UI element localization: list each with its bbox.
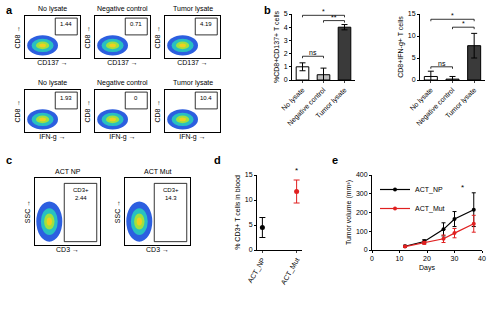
svg-text:Tumor lysate: Tumor lysate [173,5,213,13]
svg-text:ACT_NP: ACT_NP [415,186,443,194]
svg-text:Tumor lysate: Tumor lysate [314,86,348,120]
svg-text:e: e [332,154,338,166]
svg-text:*: * [451,12,454,19]
svg-text:No lysate: No lysate [38,5,67,13]
svg-text:100: 100 [356,228,368,235]
svg-text:4: 4 [284,24,288,31]
svg-text:No lysate: No lysate [38,79,67,87]
svg-text:CD8 →: CD8 → [14,100,21,123]
svg-text:40: 40 [478,255,486,262]
svg-text:CD8+IFN-g+ T cells: CD8+IFN-g+ T cells [397,16,405,78]
svg-text:CD137 →: CD137 → [177,59,208,66]
svg-text:*: * [295,166,298,175]
svg-text:IFN-g →: IFN-g → [179,133,205,141]
svg-text:ns: ns [438,60,446,67]
svg-text:CD137 →: CD137 → [37,59,68,66]
svg-text:SSC →: SSC → [114,200,121,223]
svg-text:CD3 →: CD3 → [146,246,169,253]
svg-text:0: 0 [370,255,374,262]
svg-text:CD3+2.44: CD3+2.44 [73,187,89,201]
svg-text:10: 10 [245,196,253,203]
svg-text:Days: Days [419,264,435,272]
svg-text:ACT NP: ACT NP [55,168,81,175]
svg-text:15: 15 [408,10,416,17]
svg-text:30: 30 [451,255,459,262]
svg-text:10: 10 [396,255,404,262]
svg-text:CD137 →: CD137 → [107,59,138,66]
svg-text:a: a [6,4,13,16]
svg-text:Negative control: Negative control [97,5,148,13]
svg-text:CD3 →: CD3 → [56,246,79,253]
svg-text:**: ** [331,14,337,21]
svg-text:c: c [6,154,12,166]
svg-text:10: 10 [408,32,416,39]
svg-text:ACT Mut: ACT Mut [144,168,172,175]
svg-text:CD8 →: CD8 → [154,100,161,123]
svg-text:Negative control: Negative control [286,86,328,128]
svg-text:200: 200 [356,209,368,216]
svg-text:CD8 →: CD8 → [84,26,91,49]
svg-text:b: b [264,4,271,16]
svg-text:d: d [214,154,221,166]
svg-text:Tumor volume (mm³): Tumor volume (mm³) [345,180,353,245]
svg-text:0: 0 [284,76,288,83]
svg-text:Negative control: Negative control [415,86,457,128]
svg-text:CD8 →: CD8 → [154,26,161,49]
svg-text:*: * [461,183,464,192]
svg-text:%CD8+CD137+ T cells: %CD8+CD137+ T cells [273,10,280,83]
svg-text:CD8 →: CD8 → [84,100,91,123]
svg-text:5: 5 [249,221,253,228]
svg-text:Tumor lysate: Tumor lysate [444,86,478,120]
svg-text:CD3+14.3: CD3+14.3 [163,187,179,201]
svg-text:No lysate: No lysate [408,86,434,112]
svg-text:15: 15 [245,171,253,178]
svg-text:400: 400 [356,171,368,178]
svg-text:2: 2 [284,50,288,57]
svg-text:Negative control: Negative control [97,79,148,87]
svg-text:1.93: 1.93 [60,95,72,101]
svg-text:4.19: 4.19 [200,21,212,27]
svg-text:ACT_NP: ACT_NP [246,256,267,284]
svg-text:ACT_Mut: ACT_Mut [280,257,302,287]
svg-text:5: 5 [284,10,288,17]
svg-text:% CD3+ T cells in blood: % CD3+ T cells in blood [234,175,241,250]
svg-text:ACT_Mut: ACT_Mut [415,205,445,213]
svg-text:1: 1 [284,63,288,70]
svg-text:IFN-g →: IFN-g → [109,133,135,141]
svg-text:*: * [462,20,465,27]
svg-text:10.4: 10.4 [200,95,212,101]
svg-text:1.44: 1.44 [60,21,72,27]
svg-text:CD8 →: CD8 → [14,26,21,49]
svg-text:0: 0 [412,76,416,83]
svg-text:5: 5 [412,54,416,61]
svg-text:IFN-g →: IFN-g → [39,133,65,141]
svg-text:0.71: 0.71 [130,21,142,27]
svg-text:3: 3 [284,37,288,44]
svg-text:*: * [322,8,325,15]
svg-text:0: 0 [364,246,368,253]
svg-text:No lysate: No lysate [280,86,306,112]
svg-text:20: 20 [423,255,431,262]
svg-text:ns: ns [309,49,317,56]
svg-text:300: 300 [356,190,368,197]
svg-text:0: 0 [249,246,253,253]
svg-text:Tumor lysate: Tumor lysate [173,79,213,87]
svg-text:SSC →: SSC → [24,200,31,223]
svg-text:0: 0 [134,95,138,101]
